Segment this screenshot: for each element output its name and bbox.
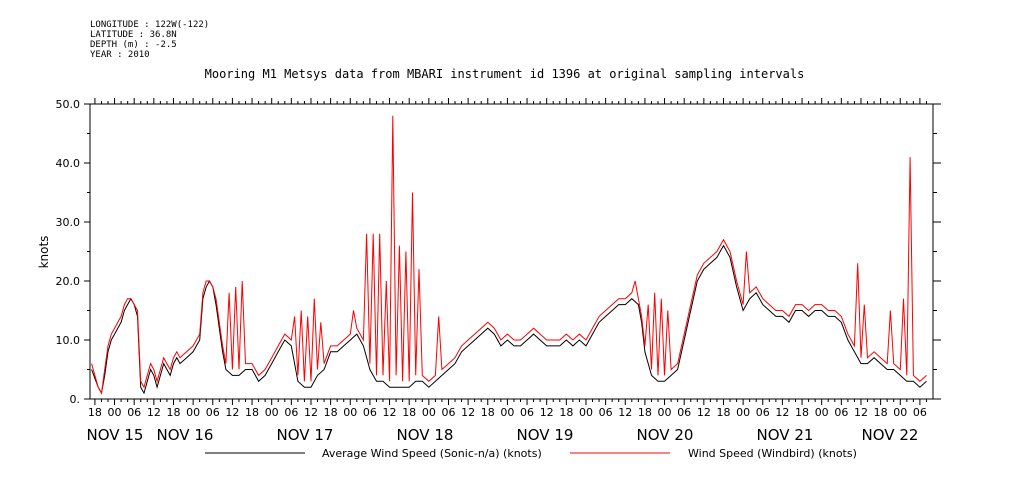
- x-hour-label: 06: [441, 406, 455, 419]
- x-hour-label: 12: [147, 406, 161, 419]
- legend: Average Wind Speed (Sonic-n/a) (knots) W…: [205, 447, 857, 460]
- x-hour-label: 18: [245, 406, 259, 419]
- x-hour-label: 00: [579, 406, 593, 419]
- x-hour-label: 00: [658, 406, 672, 419]
- x-hour-label: 18: [716, 406, 730, 419]
- x-hour-label: 06: [363, 406, 377, 419]
- x-hour-label: 12: [697, 406, 711, 419]
- x-hour-label: 12: [383, 406, 397, 419]
- x-hour-label: 00: [500, 406, 514, 419]
- y-tick-label: 0.: [70, 393, 81, 406]
- x-hour-label: 12: [225, 406, 239, 419]
- series-line-sonic: [91, 244, 927, 395]
- x-day-label: NOV 16: [157, 426, 214, 444]
- x-hour-label: 00: [815, 406, 829, 419]
- x-hour-label: 12: [775, 406, 789, 419]
- y-axis: 0. 10.0 20.0 30.0 40.0 50.0: [56, 98, 941, 406]
- x-hour-label: 00: [736, 406, 750, 419]
- x-hour-label: 06: [127, 406, 141, 419]
- x-hour-label: 18: [874, 406, 888, 419]
- x-day-label: NOV 20: [637, 426, 694, 444]
- x-hour-label: 12: [540, 406, 554, 419]
- x-hour-label: 06: [206, 406, 220, 419]
- x-hour-label: 00: [108, 406, 122, 419]
- x-hour-label: 18: [88, 406, 102, 419]
- y-tick-label: 30.0: [56, 216, 81, 229]
- x-hour-label: 06: [677, 406, 691, 419]
- x-hour-label: 06: [756, 406, 770, 419]
- x-day-label: NOV 15: [87, 426, 144, 444]
- x-hour-label: 00: [265, 406, 279, 419]
- legend-label-sonic: Average Wind Speed (Sonic-n/a) (knots): [322, 447, 542, 460]
- chart-title: Mooring M1 Metsys data from MBARI instru…: [204, 67, 805, 81]
- x-hour-label: 00: [893, 406, 907, 419]
- x-hour-label: 18: [795, 406, 809, 419]
- x-hour-label: 18: [402, 406, 416, 419]
- legend-label-windbird: Wind Speed (Windbird) (knots): [688, 447, 857, 460]
- year-label: YEAR : 2010: [90, 50, 150, 60]
- x-hour-label: 12: [618, 406, 632, 419]
- x-axis: 18 00 06 12 18 00 06 12 18 00 06 12 18 00 06 12 18 00 06 12…: [87, 98, 927, 444]
- depth-label: DEPTH (m) : -2.5: [90, 40, 177, 50]
- x-hour-label: 18: [324, 406, 338, 419]
- x-day-label: NOV 21: [757, 426, 814, 444]
- series-line-windbird: [91, 115, 927, 395]
- longitude-label: LONGITUDE : 122W(-122): [90, 20, 210, 30]
- x-day-label: NOV 18: [397, 426, 454, 444]
- x-hour-label: 06: [913, 406, 927, 419]
- station-metadata: LONGITUDE : 122W(-122) LATITUDE : 36.8N …: [90, 20, 209, 60]
- x-day-label: NOV 19: [517, 426, 574, 444]
- x-hour-label: 06: [520, 406, 534, 419]
- x-hour-label: 18: [481, 406, 495, 419]
- x-hour-label: 12: [304, 406, 318, 419]
- y-tick-label: 50.0: [56, 98, 81, 111]
- series-layer: [91, 115, 927, 395]
- y-tick-label: 10.0: [56, 334, 81, 347]
- y-axis-label: knots: [37, 236, 51, 269]
- x-hour-label: 18: [638, 406, 652, 419]
- x-hour-label: 00: [422, 406, 436, 419]
- x-hour-label: 18: [559, 406, 573, 419]
- latitude-label: LATITUDE : 36.8N: [90, 30, 177, 40]
- y-tick-label: 40.0: [56, 157, 81, 170]
- x-day-label: NOV 22: [862, 426, 919, 444]
- x-hour-label: 00: [343, 406, 357, 419]
- x-hour-label: 12: [461, 406, 475, 419]
- plot-frame: [89, 103, 934, 400]
- y-tick-label: 20.0: [56, 275, 81, 288]
- x-hour-label: 06: [284, 406, 298, 419]
- x-day-label: NOV 17: [277, 426, 334, 444]
- x-hour-label: 06: [834, 406, 848, 419]
- x-hour-label: 18: [166, 406, 180, 419]
- x-hour-label: 12: [854, 406, 868, 419]
- x-hour-label: 00: [186, 406, 200, 419]
- x-hour-label: 06: [599, 406, 613, 419]
